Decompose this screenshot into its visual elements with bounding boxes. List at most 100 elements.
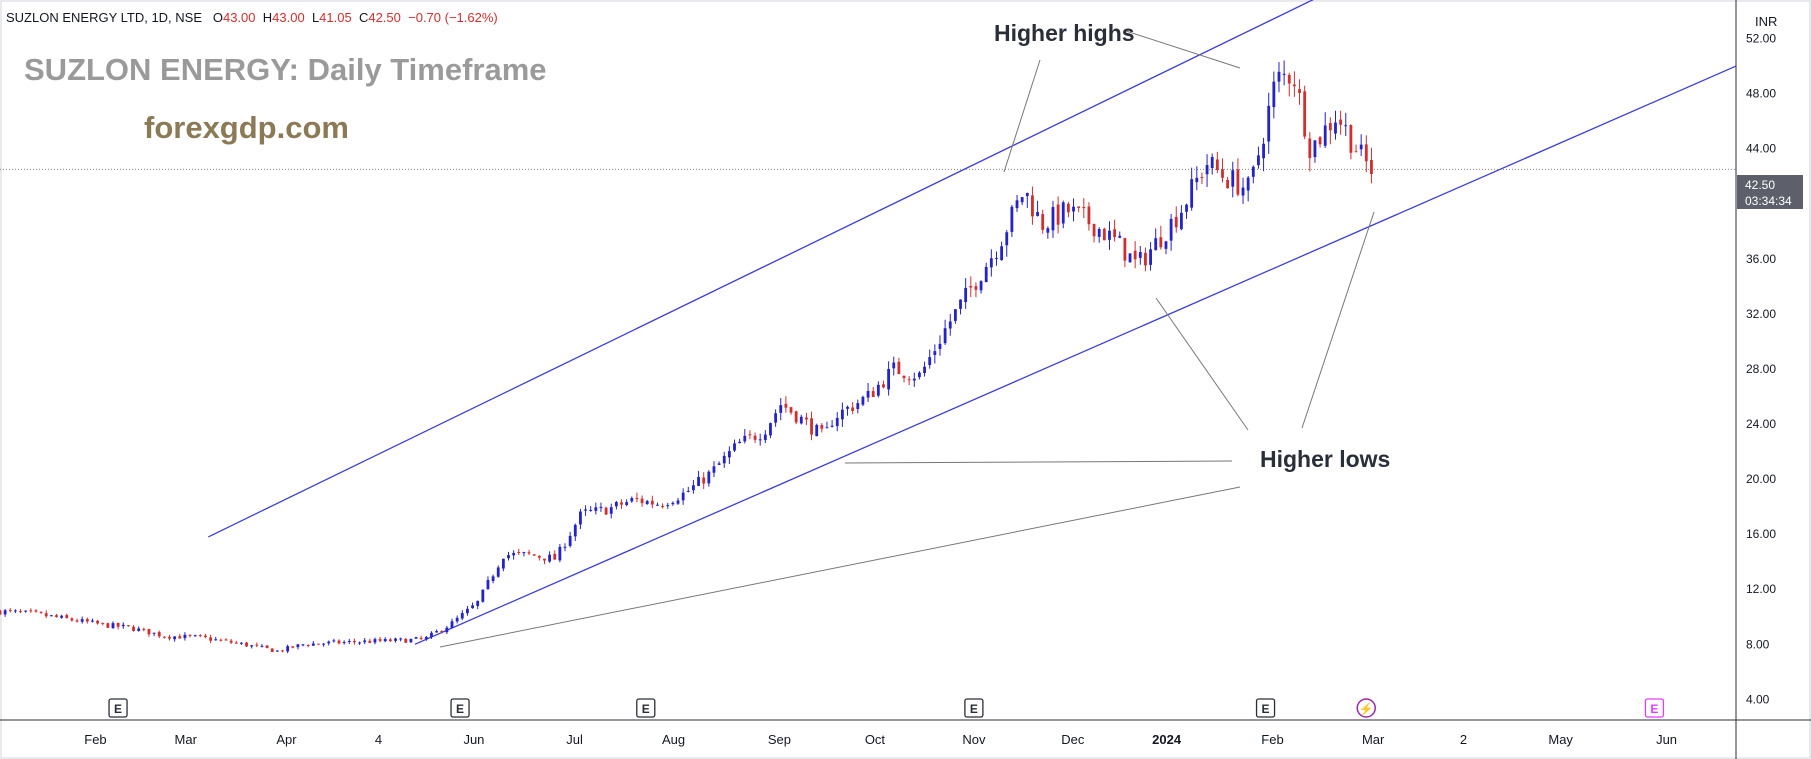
annotation-pointer-line xyxy=(844,460,1233,464)
candle-body xyxy=(907,379,911,381)
candle-body xyxy=(1251,166,1255,177)
candle-body xyxy=(753,435,757,440)
price-tick-label: 24.00 xyxy=(1746,417,1776,431)
candle-body xyxy=(1313,140,1317,158)
earnings-event-icon xyxy=(964,698,984,718)
candle-body xyxy=(609,507,613,514)
candle-body xyxy=(604,507,608,515)
candle-body xyxy=(209,637,213,641)
candle-body xyxy=(39,611,43,613)
candle-body xyxy=(846,406,849,409)
candle-body xyxy=(162,636,166,638)
candle-body xyxy=(625,502,629,505)
candle-body xyxy=(1200,177,1204,179)
annotation-pointer-line xyxy=(1125,30,1241,69)
candle-body xyxy=(85,619,89,622)
higher-lows-annotation: Higher lows xyxy=(1260,446,1391,472)
earnings-event-icon xyxy=(636,698,656,718)
candle-body xyxy=(399,638,403,640)
candle-body xyxy=(1005,232,1009,246)
candle-body xyxy=(363,640,367,643)
candle-body xyxy=(106,623,110,628)
lower-channel-trendline xyxy=(414,65,1737,645)
candle-body xyxy=(65,615,69,619)
earnings-event-icon xyxy=(1255,698,1276,718)
candle-body xyxy=(132,626,135,631)
candle-body xyxy=(656,504,659,506)
candle-body xyxy=(1036,212,1039,216)
candle-body xyxy=(111,623,115,629)
annotation-pointer-line xyxy=(1155,297,1249,431)
candle-body xyxy=(527,552,531,554)
candle-body xyxy=(157,632,161,637)
candle-body xyxy=(152,632,156,634)
candle-body xyxy=(224,639,228,641)
candle-body xyxy=(517,551,521,553)
candle-body xyxy=(599,506,603,508)
candle-body xyxy=(953,309,957,321)
candle-body xyxy=(1169,218,1173,241)
candle-body xyxy=(91,620,94,622)
price-tick-label: 44.00 xyxy=(1746,142,1776,156)
candle-body xyxy=(861,396,865,405)
candle-body xyxy=(748,434,752,436)
candle-body xyxy=(979,281,983,291)
candle-body xyxy=(1138,252,1142,258)
candle-body xyxy=(1231,170,1235,187)
candle-body xyxy=(738,441,742,444)
candle-body xyxy=(563,546,567,548)
candle-body xyxy=(902,375,906,379)
candle-body xyxy=(234,642,238,644)
earnings-event-icon xyxy=(450,698,470,718)
candle-body xyxy=(332,640,336,642)
candle-body xyxy=(830,425,834,427)
candle-body xyxy=(378,639,382,641)
time-tick-label: 2024 xyxy=(1152,732,1182,747)
price-tick-label: 8.00 xyxy=(1746,637,1770,651)
candle-body xyxy=(784,403,788,408)
candle-body xyxy=(1159,237,1163,248)
time-tick-label: Jun xyxy=(463,732,484,747)
candle-body xyxy=(1226,179,1230,189)
candle-body xyxy=(137,628,141,631)
candle-body xyxy=(620,502,623,505)
price-tick-label: 12.00 xyxy=(1746,582,1776,596)
candle-body xyxy=(337,640,341,644)
candle-body xyxy=(912,378,916,381)
candle-body xyxy=(866,390,870,398)
candle-body xyxy=(450,621,454,629)
candle-body xyxy=(995,257,998,259)
candle-body xyxy=(70,618,74,621)
higher-highs-annotation: Higher highs xyxy=(994,20,1135,46)
candle-body xyxy=(353,641,356,643)
candle-body xyxy=(240,642,243,644)
candle-body xyxy=(969,286,973,288)
earnings-event-label: E xyxy=(1650,702,1658,716)
candle-body xyxy=(928,357,932,366)
candle-body xyxy=(1046,228,1050,233)
candle-body xyxy=(342,642,346,644)
candle-body xyxy=(286,646,290,652)
candle-body xyxy=(1370,160,1373,175)
candle-body xyxy=(1061,202,1065,224)
candle-body xyxy=(584,509,587,511)
candle-body xyxy=(291,646,295,648)
earnings-event-label: E xyxy=(1262,702,1270,716)
earnings-event-label: E xyxy=(642,702,650,716)
candle-body xyxy=(255,644,259,646)
candle-body xyxy=(1118,235,1122,238)
candle-body xyxy=(923,366,926,374)
candle-body xyxy=(769,423,772,436)
candle-body xyxy=(1354,151,1358,153)
candle-body xyxy=(1031,195,1034,217)
earnings-event-label: E xyxy=(970,702,978,716)
high-value: 43.00 xyxy=(272,10,305,25)
candle-body xyxy=(311,643,315,646)
candle-body xyxy=(373,639,377,643)
candle-body xyxy=(1190,179,1194,208)
candle-body xyxy=(876,384,880,396)
candle-body xyxy=(275,650,279,652)
time-tick-label: Jul xyxy=(566,732,583,747)
candle-body xyxy=(573,524,577,537)
